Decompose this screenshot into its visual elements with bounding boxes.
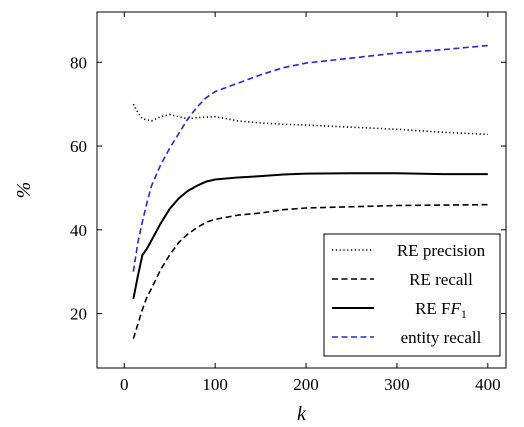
legend-label-2: RE recall [409, 270, 473, 289]
series-line-1 [132, 103, 488, 136]
x-tick-label: 100 [202, 375, 228, 394]
series-line-2 [132, 203, 488, 339]
x-axis-title: k [297, 403, 307, 425]
plot-area [132, 44, 488, 339]
axes-frame [96, 11, 507, 369]
legend-label-4: entity recall [401, 328, 482, 347]
y-axis-title: % [13, 182, 35, 199]
x-tick-label: 200 [293, 375, 319, 394]
series-line-3 [132, 172, 488, 300]
legend-box [323, 233, 501, 357]
x-tick-label: 0 [120, 375, 129, 394]
legend: RE precision RE recall RE FF1 entity recall [323, 233, 501, 357]
legend-label-3: RE FF1 [415, 299, 467, 321]
legend-label-1: RE precision [397, 241, 486, 260]
y-tick-label: 80 [70, 53, 87, 72]
y-tick-label: 20 [70, 305, 87, 324]
y-tick-label: 40 [70, 221, 87, 240]
axes: 0 100 200 300 400 20 40 60 80 k% [13, 11, 507, 425]
x-tick-label: 400 [475, 375, 501, 394]
series-line-4 [132, 44, 488, 272]
x-tick-label: 300 [384, 375, 410, 394]
y-tick-label: 60 [70, 137, 87, 156]
